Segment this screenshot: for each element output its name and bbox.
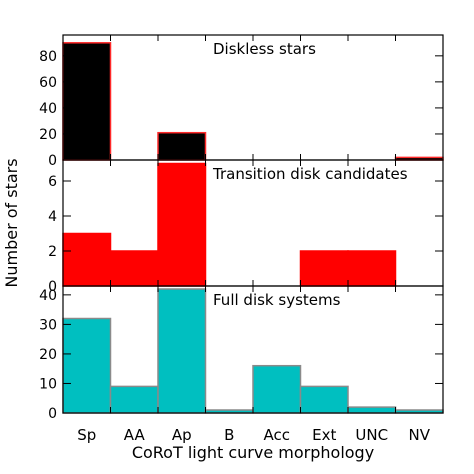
x-category-label-acc: Acc [264, 426, 291, 444]
bar-sp [62, 42, 112, 161]
panels: 0 20 40 60 80 Diskless stars 0 2 4 6 Transition di… [39, 34, 444, 444]
y-tick-label: 20 [39, 127, 57, 143]
y-tick-label: 60 [39, 75, 57, 91]
bar-ap [157, 131, 207, 161]
x-category-label-b: B [224, 426, 234, 444]
x-category-label-aa: AA [124, 426, 146, 444]
x-axis-label: CoRoT light curve morphology [132, 443, 374, 462]
y-tick-label: 20 [39, 347, 57, 363]
panel-3: 0 10 20 30 40 Full disk systems [39, 285, 444, 422]
y-axis-label: Number of stars [2, 158, 21, 287]
x-category-label-unc: UNC [355, 426, 388, 444]
bar-aa [109, 385, 159, 414]
bar-sp [62, 317, 112, 414]
y-tick-label: 40 [39, 288, 57, 304]
bar-ap [157, 162, 207, 287]
x-category-label-ext: Ext [312, 426, 336, 444]
bar-acc [252, 364, 302, 414]
bar-ext [299, 385, 349, 414]
y-tick-label: 40 [39, 101, 57, 117]
y-tick-label: 0 [48, 406, 57, 422]
x-category-label-nv: NV [409, 426, 431, 444]
bar-unc [347, 406, 397, 414]
x-category-label-ap: Ap [172, 426, 192, 444]
panel-2: 0 2 4 6 Transition disk candidates [48, 159, 444, 295]
bar-unc [347, 250, 397, 287]
y-tick-label: 80 [39, 49, 57, 65]
y-tick-label: 4 [48, 209, 57, 225]
y-tick-label: 2 [48, 244, 57, 260]
panel-title: Full disk systems [213, 291, 341, 309]
bar-aa [109, 250, 159, 287]
x-category-label-sp: Sp [77, 426, 96, 444]
y-tick-label: 6 [48, 174, 57, 190]
y-tick-label: 10 [39, 376, 57, 392]
bar-sp [62, 232, 112, 287]
y-tick-label: 0 [48, 279, 57, 295]
panel-1: 0 20 40 60 80 Diskless stars [39, 34, 444, 169]
panel-title: Diskless stars [213, 40, 316, 58]
panel-title: Transition disk candidates [212, 165, 408, 183]
y-tick-label: 30 [39, 317, 57, 333]
bar-ap [157, 288, 207, 414]
y-tick-label: 0 [48, 153, 57, 169]
bar-ext [299, 250, 349, 287]
